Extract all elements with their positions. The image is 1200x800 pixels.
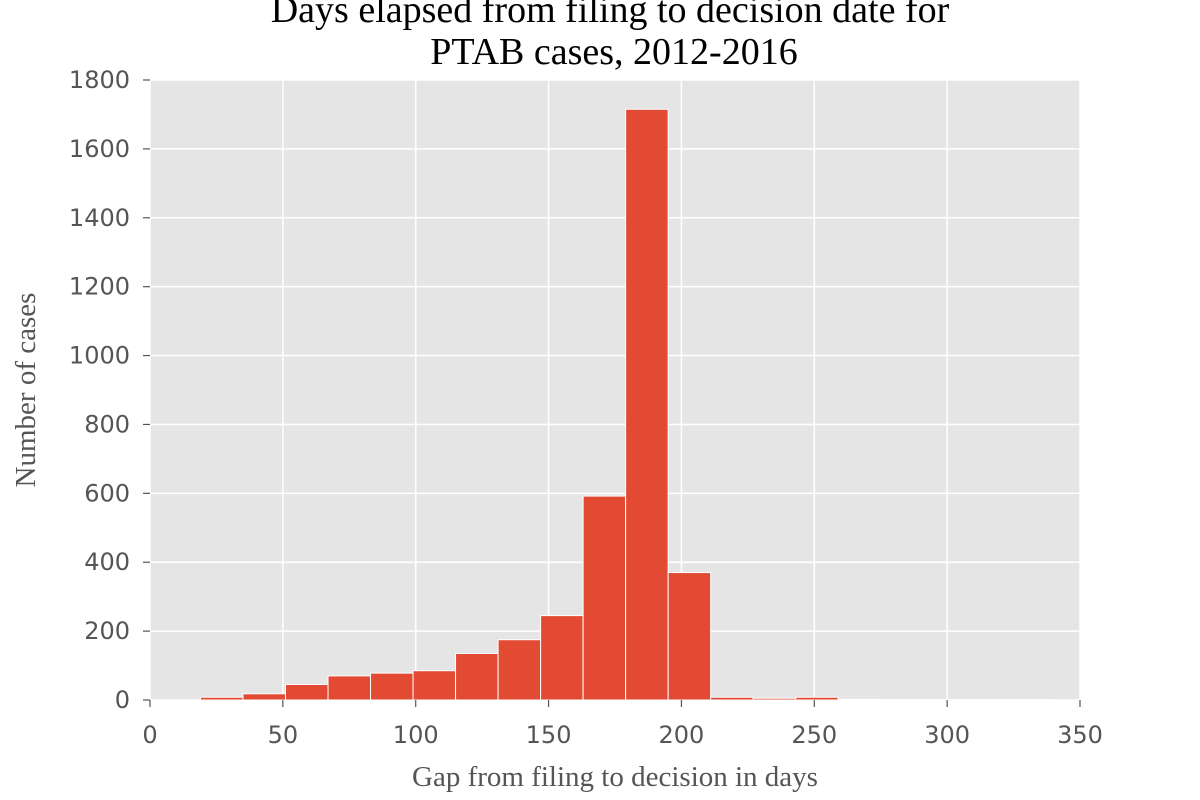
y-tick-label: 1800	[69, 66, 130, 94]
y-tick-label: 1600	[69, 135, 130, 163]
x-tick-label: 50	[268, 721, 299, 749]
histogram-bar	[753, 698, 796, 700]
y-tick-label: 800	[84, 410, 130, 438]
histogram-bar	[328, 676, 371, 700]
y-axis-label: Number of cases	[10, 293, 42, 488]
x-tick-label: 250	[791, 721, 837, 749]
y-tick-label: 200	[84, 617, 130, 645]
histogram-bar	[371, 673, 414, 700]
y-axis-ticks: 0 200 400 600 800 1000 1200 1400 1600 1800	[69, 66, 150, 714]
histogram-bar	[498, 640, 541, 700]
x-tick-label: 300	[924, 721, 970, 749]
x-axis-label: Gap from filing to decision in days	[412, 761, 818, 793]
histogram-bar	[838, 699, 881, 700]
histogram-bar	[711, 697, 754, 700]
histogram-bar	[626, 109, 669, 700]
x-tick-label: 200	[659, 721, 705, 749]
histogram-bar	[243, 694, 286, 700]
histogram-bar	[456, 654, 499, 701]
histogram-bar	[200, 697, 243, 700]
chart-title-line-2: PTAB cases, 2012-2016	[430, 31, 797, 73]
histogram-bar	[286, 685, 329, 701]
x-tick-label: 100	[393, 721, 439, 749]
y-tick-label: 1200	[69, 273, 130, 301]
histogram-bar	[796, 697, 839, 700]
chart-title-line-1: Days elapsed from filing to decision dat…	[271, 0, 950, 31]
x-axis-ticks: 0 50 100 150 200 250 300 350	[142, 700, 1103, 749]
x-tick-label: 350	[1057, 721, 1103, 749]
x-tick-label: 150	[526, 721, 572, 749]
histogram-bar	[541, 616, 584, 700]
y-tick-label: 400	[84, 548, 130, 576]
histogram-bar	[583, 496, 626, 700]
histogram-bar	[413, 671, 456, 700]
y-tick-label: 1000	[69, 342, 130, 370]
histogram-bar	[668, 573, 711, 700]
x-tick-label: 0	[142, 721, 157, 749]
y-tick-label: 1400	[69, 204, 130, 232]
y-tick-label: 0	[115, 686, 130, 714]
y-tick-label: 600	[84, 479, 130, 507]
